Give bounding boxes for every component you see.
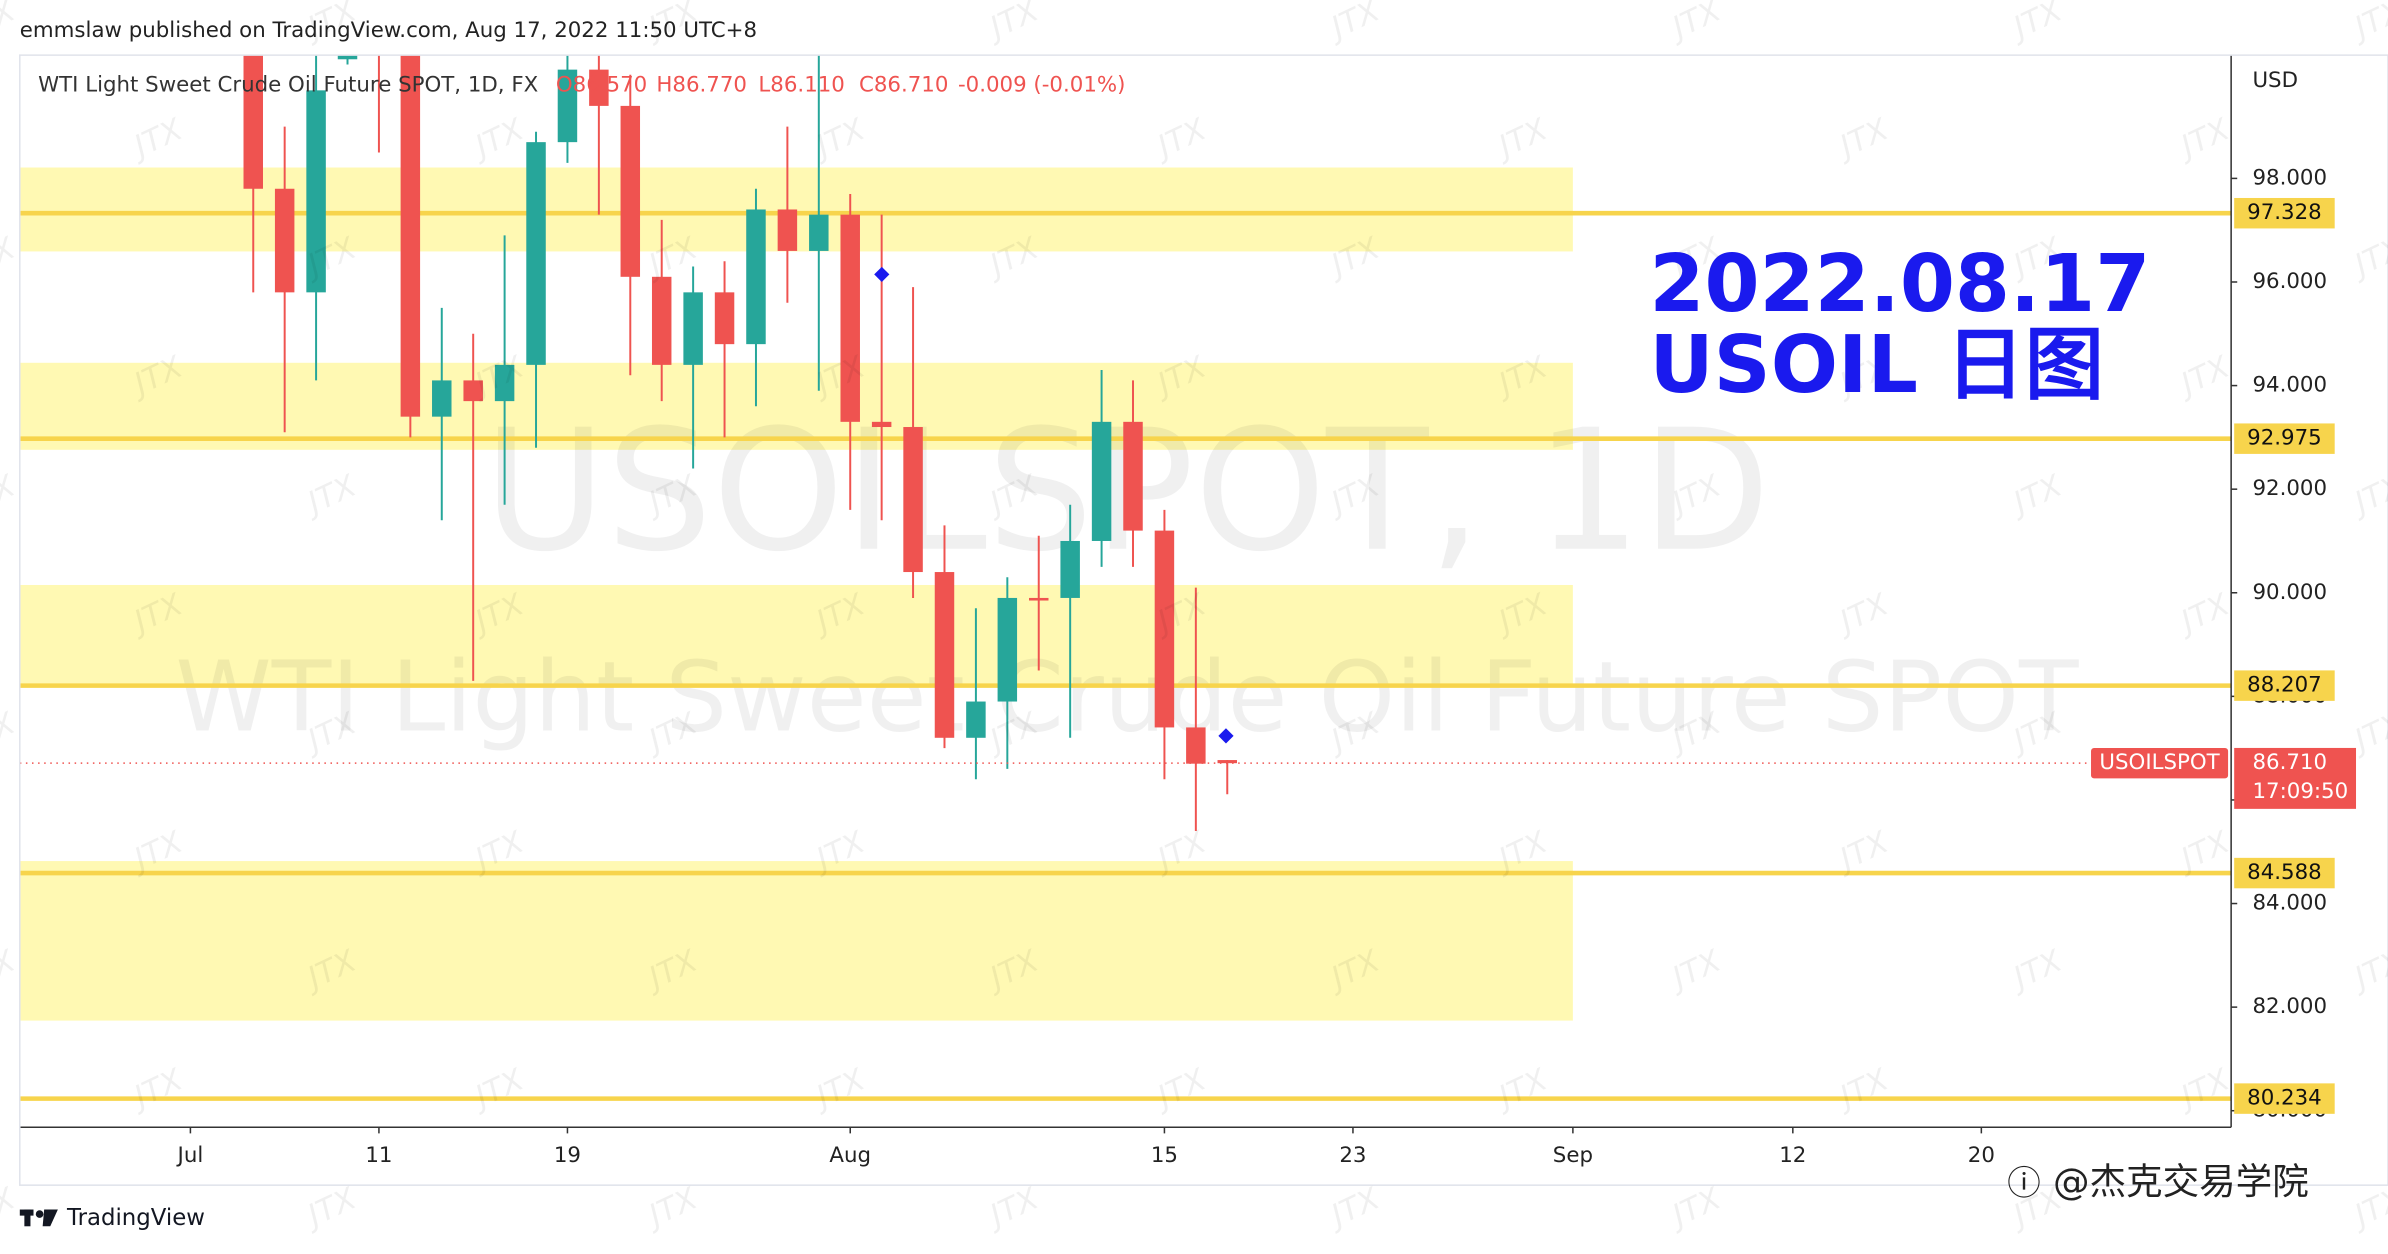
zone xyxy=(19,362,1573,450)
candle-body xyxy=(620,105,641,277)
candle-body xyxy=(274,188,295,293)
candle-body xyxy=(714,292,735,345)
candle-body xyxy=(934,572,955,738)
candle-body xyxy=(1154,530,1175,728)
overlay: emmslaw published on TradingView.com, Au… xyxy=(20,18,1126,98)
candle-body xyxy=(306,90,326,293)
level-label: 88.207 xyxy=(2247,673,2322,698)
price-label-box xyxy=(2234,747,2357,809)
candle-body xyxy=(526,142,546,365)
x-tick-label: Aug xyxy=(829,1143,871,1168)
watermark: WTI Light Sweet Crude Oil Future SPOT xyxy=(175,641,2079,754)
x-tick-label: 15 xyxy=(1151,1143,1178,1168)
y-tick-label: 82.000 xyxy=(2252,994,2327,1019)
candle-body xyxy=(840,214,860,422)
level-label: 84.588 xyxy=(2247,860,2322,885)
level-label-box xyxy=(2234,197,2335,229)
x-tick-label: Sep xyxy=(1553,1143,1593,1168)
x-tick-label: Jul xyxy=(176,1143,204,1168)
candle-body xyxy=(903,427,923,573)
y-tick-label: 98.000 xyxy=(2252,165,2327,190)
y-axis-label: USD xyxy=(2252,68,2298,93)
weibo-icon: ⓘ xyxy=(2007,1164,2041,1203)
ohlc-value: O86.570 xyxy=(556,73,647,98)
candle-body xyxy=(557,69,578,143)
change: -0.009 (-0.01%) xyxy=(958,73,1126,98)
x-tick-label: 12 xyxy=(1779,1143,1806,1168)
candle-body xyxy=(494,364,515,402)
candle-body xyxy=(243,55,263,189)
countdown: 17:09:50 xyxy=(2252,779,2348,804)
candle-body xyxy=(1029,597,1049,601)
ohlc-value: H86.770 xyxy=(656,73,747,98)
ohlc-value: C86.710 xyxy=(859,73,948,98)
candle-body xyxy=(997,597,1018,702)
level-label-box xyxy=(2234,857,2335,889)
candle-body xyxy=(683,292,703,365)
y-tick-label: 84.000 xyxy=(2252,891,2327,916)
level-label-box xyxy=(2234,423,2335,454)
candle-body xyxy=(746,209,766,345)
y-tick-label: 90.000 xyxy=(2252,580,2327,605)
brand: TradingView xyxy=(66,1205,205,1231)
y-tick-label: 96.000 xyxy=(2252,269,2327,294)
candle-body xyxy=(651,276,672,365)
candle-body xyxy=(809,214,829,251)
annotation: 2022.08.17 xyxy=(1649,237,2150,330)
zone xyxy=(19,584,1573,686)
symbol-line: WTI Light Sweet Crude Oil Future SPOT, 1… xyxy=(38,73,538,98)
candle-body xyxy=(589,69,609,106)
candle-body xyxy=(432,380,452,417)
candle-body xyxy=(337,55,358,60)
level-label-box xyxy=(2234,1083,2335,1114)
candle-body xyxy=(1091,421,1112,541)
candle-body xyxy=(463,380,483,402)
candle-body xyxy=(1123,421,1143,531)
candle-body xyxy=(777,209,798,251)
annotation: USOIL 日图 xyxy=(1649,318,2104,411)
credit: @杰克交易学院 xyxy=(2053,1160,2309,1203)
candle-body xyxy=(400,55,421,417)
y-tick-label: 92.000 xyxy=(2252,476,2327,501)
frame xyxy=(19,54,2388,1186)
level-label: 92.975 xyxy=(2247,426,2322,451)
published-line: emmslaw published on TradingView.com, Au… xyxy=(20,18,757,43)
x-tick-label: 11 xyxy=(365,1143,392,1168)
candle-body xyxy=(966,701,986,738)
level-label-box xyxy=(2234,670,2335,701)
candle-body xyxy=(871,421,892,428)
x-tick-label: 20 xyxy=(1968,1143,1995,1168)
candle-body xyxy=(1060,540,1080,598)
ohlc-value: L86.110 xyxy=(758,73,844,98)
level-label: 97.328 xyxy=(2247,200,2322,225)
signal-marker xyxy=(874,266,890,283)
x-tick-label: 23 xyxy=(1339,1143,1366,1168)
candle-body xyxy=(1217,760,1238,764)
level-label: 80.234 xyxy=(2247,1086,2322,1111)
y-tick-label: 94.000 xyxy=(2252,373,2327,398)
symbol-label-box xyxy=(2091,747,2229,779)
zone xyxy=(19,861,1573,1021)
tv-logo xyxy=(19,1209,58,1227)
x-tick-label: 19 xyxy=(554,1143,581,1168)
price-label: 86.710 xyxy=(2252,750,2327,775)
symbol-label: USOILSPOT xyxy=(2099,750,2220,775)
candle-body xyxy=(1186,727,1206,764)
